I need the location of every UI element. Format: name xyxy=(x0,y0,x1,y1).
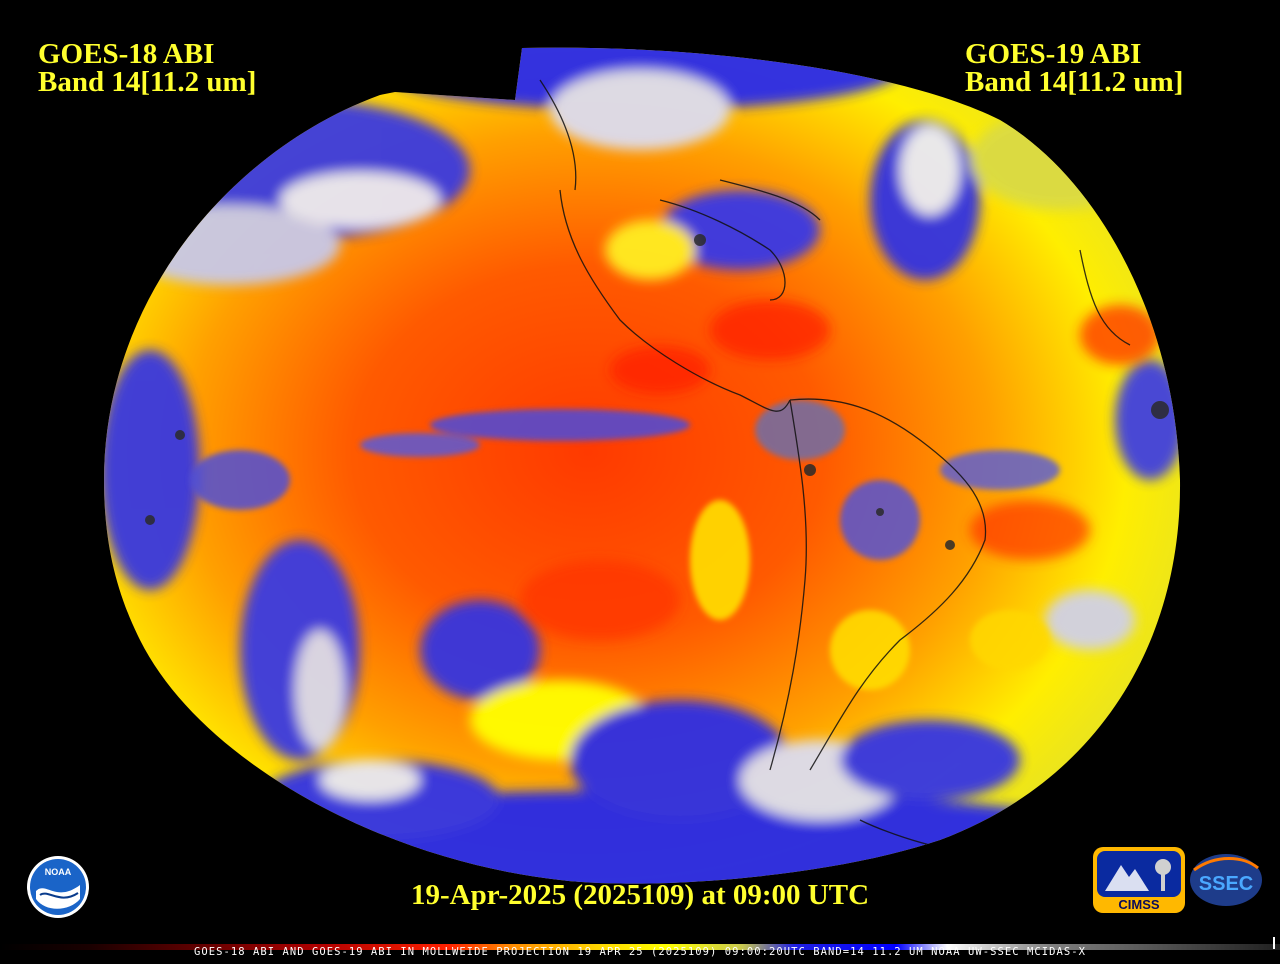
ssec-logo-text: SSEC xyxy=(1199,873,1253,895)
noaa-logo-text: NOAA xyxy=(45,867,72,877)
left-satellite-label: GOES-18 ABI Band 14[11.2 um] xyxy=(38,38,257,98)
date-time-label: 19-Apr-2025 (2025109) at 09:00 UTC xyxy=(410,879,870,911)
colorbar-end-marker xyxy=(1273,937,1275,949)
right-satellite-label: GOES-19 ABI Band 14[11.2 um] xyxy=(965,38,1184,98)
temperature-color-scale xyxy=(0,944,1280,950)
noaa-logo: NOAA xyxy=(27,856,89,918)
ssec-logo: SSEC xyxy=(1190,854,1262,906)
image-metadata-footer: GOES-18 ABI AND GOES-19 ABI IN MOLLWEIDE… xyxy=(194,946,1086,958)
right-band-label: Band 14[11.2 um] xyxy=(965,66,1184,98)
right-satellite-name: GOES-19 ABI xyxy=(965,38,1142,70)
left-band-label: Band 14[11.2 um] xyxy=(38,66,257,98)
cimss-logo-text: CIMSS xyxy=(1118,897,1160,912)
left-satellite-name: GOES-18 ABI xyxy=(38,38,215,70)
cimss-logo: CIMSS xyxy=(1093,847,1185,913)
